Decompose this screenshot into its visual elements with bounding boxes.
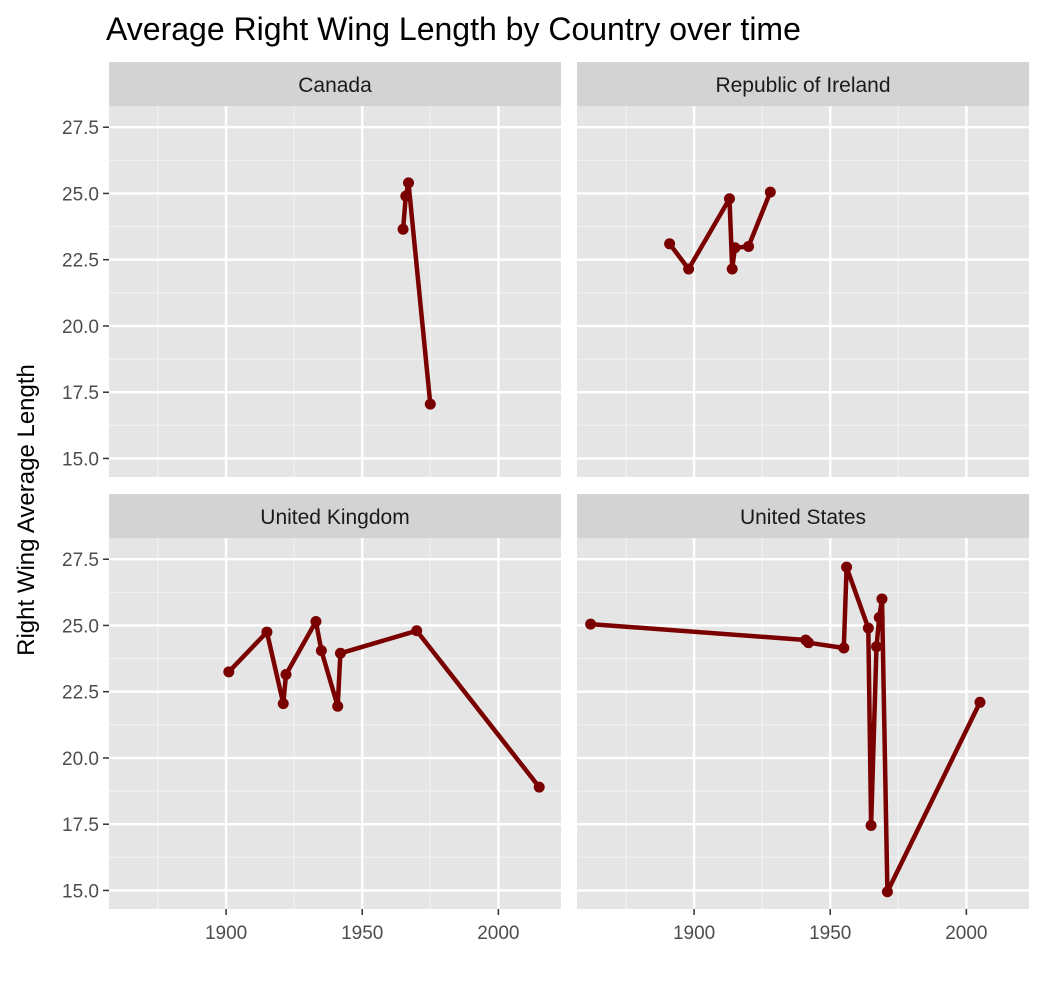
data-point xyxy=(261,626,273,638)
data-point xyxy=(223,666,235,678)
facet-panel: United States 1900 1950 2000 xyxy=(577,494,1029,944)
data-point xyxy=(683,263,695,275)
data-point xyxy=(310,615,322,627)
y-tick-label: 15.0 xyxy=(62,881,99,902)
y-tick-label: 22.5 xyxy=(62,683,99,704)
data-point xyxy=(315,645,327,657)
x-tick-label: 2000 xyxy=(945,923,987,944)
data-point xyxy=(871,641,883,653)
facet-panel: Canada 15.0 17.5 20.0 22.5 25.0 27.5 xyxy=(62,62,561,477)
facet-strip xyxy=(109,62,561,106)
facet-strip-label: Republic of Ireland xyxy=(715,74,890,97)
data-point xyxy=(873,612,885,623)
panel-background xyxy=(577,538,1029,909)
data-point xyxy=(723,193,735,205)
data-point xyxy=(400,190,412,202)
x-tick-label: 2000 xyxy=(477,923,519,944)
y-tick-label: 20.0 xyxy=(62,749,99,770)
data-point xyxy=(403,177,415,189)
y-tick-label: 25.0 xyxy=(62,616,99,637)
data-point xyxy=(280,668,292,680)
data-point xyxy=(424,398,436,410)
chart-title: Average Right Wing Length by Country ove… xyxy=(106,11,801,47)
data-point xyxy=(533,781,545,793)
data-point xyxy=(729,242,741,254)
data-point xyxy=(764,186,776,198)
data-point xyxy=(397,223,409,235)
facet-strip-label: United Kingdom xyxy=(260,506,409,529)
data-point xyxy=(334,647,346,659)
data-point xyxy=(802,637,814,649)
data-point xyxy=(876,593,888,605)
y-tick-label: 17.5 xyxy=(62,383,99,404)
facet-strip xyxy=(109,494,561,538)
y-tick-label: 27.5 xyxy=(62,118,99,139)
panel-background xyxy=(109,106,561,477)
data-point xyxy=(411,625,423,637)
facet-strip-label: United States xyxy=(740,506,866,529)
y-tick-label: 15.0 xyxy=(62,449,99,470)
data-point xyxy=(726,263,738,275)
x-tick-label: 1900 xyxy=(205,923,247,944)
y-tick-label: 25.0 xyxy=(62,184,99,205)
panel-background xyxy=(109,538,561,909)
data-point xyxy=(881,886,893,898)
data-point xyxy=(664,238,676,250)
x-tick-label: 1900 xyxy=(673,923,715,944)
data-point xyxy=(743,240,755,252)
data-point xyxy=(862,622,874,634)
y-tick-label: 27.5 xyxy=(62,550,99,571)
facet-panel: United Kingdom 15.0 17.5 20.0 22.5 25.0 27.5 19… xyxy=(62,494,561,944)
panel-background xyxy=(577,106,1029,477)
data-point xyxy=(332,700,344,712)
facet-panels: Canada 15.0 17.5 20.0 22.5 25.0 27.5 Republic o… xyxy=(62,62,1029,944)
series-line xyxy=(226,619,542,790)
data-point xyxy=(277,698,289,710)
facet-strip-label: Canada xyxy=(298,74,372,97)
data-point xyxy=(974,696,986,708)
y-tick-label: 17.5 xyxy=(62,815,99,836)
facet-panel: Republic of Ireland xyxy=(577,62,1029,477)
data-point xyxy=(585,618,597,630)
data-point xyxy=(841,561,853,573)
data-point xyxy=(865,820,877,832)
y-tick-label: 20.0 xyxy=(62,317,99,338)
y-tick-label: 22.5 xyxy=(62,251,99,272)
x-tick-label: 1950 xyxy=(341,923,383,944)
y-axis-title: Right Wing Average Length xyxy=(13,364,40,656)
x-tick-label: 1950 xyxy=(809,923,851,944)
facet-strip xyxy=(577,62,1029,106)
data-point xyxy=(838,642,850,654)
series-line xyxy=(400,180,433,407)
facet-strip xyxy=(577,494,1029,538)
